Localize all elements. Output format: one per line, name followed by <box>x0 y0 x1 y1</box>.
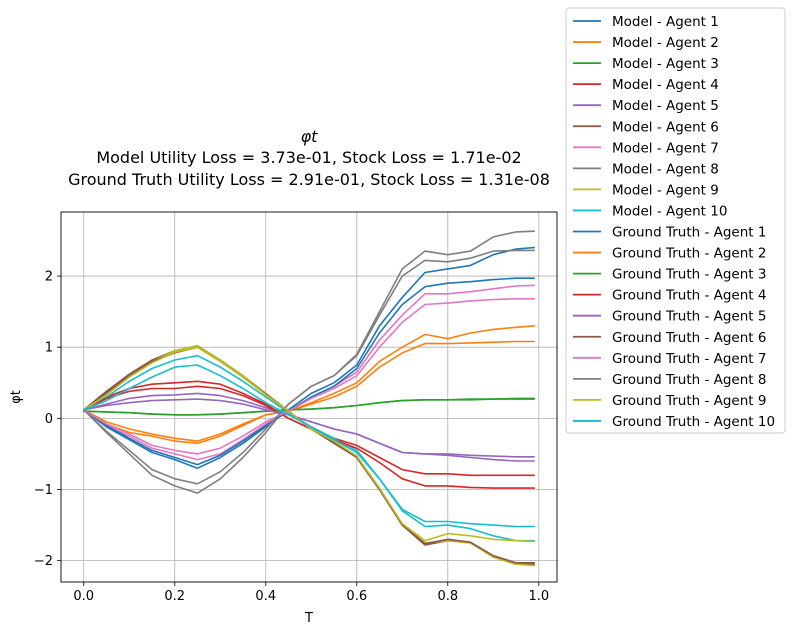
series-lines <box>83 230 536 567</box>
series-line-13 <box>83 398 536 416</box>
series-line-19 <box>83 346 536 543</box>
y-tick-label: 1 <box>45 341 53 356</box>
legend-entry: Model - Agent 7 <box>612 140 719 156</box>
legend: Model - Agent 1 Model - Agent 2 Model - Ag… <box>565 7 786 434</box>
x-axis-label: T <box>304 611 313 626</box>
x-tick-label: 0.0 <box>73 589 94 604</box>
legend-entry: Ground Truth - Agent 3 <box>612 267 766 283</box>
series-line-15 <box>83 398 536 462</box>
legend-entry: Model - Agent 9 <box>612 182 719 198</box>
legend-entry: Ground Truth - Agent 8 <box>612 372 766 388</box>
y-axis-label: φt <box>9 390 24 404</box>
legend-entry: Ground Truth - Agent 7 <box>612 351 766 367</box>
x-tick-label: 0.8 <box>437 589 458 604</box>
legend-entry: Model - Agent 10 <box>612 203 727 219</box>
series-line-17 <box>83 297 536 455</box>
grid-lines <box>61 212 557 582</box>
axis-ticks: 0.0 0.2 0.4 0.6 0.8 1.0 −2 −1 0 1 2 <box>34 270 549 604</box>
series-line-14 <box>83 385 536 489</box>
legend-entry: Model - Agent 2 <box>612 35 719 51</box>
legend-entry: Model - Agent 3 <box>612 56 719 72</box>
x-tick-label: 1.0 <box>528 589 549 604</box>
chart-subtitle-line-2: Ground Truth Utility Loss = 2.91e-01, St… <box>68 170 550 189</box>
chart-title-block: φt Model Utility Loss = 3.73e-01, Stock … <box>68 127 550 189</box>
plot-area-frame <box>60 211 558 583</box>
legend-entry: Ground Truth - Agent 4 <box>612 288 766 304</box>
legend-entry: Ground Truth - Agent 9 <box>612 393 766 409</box>
y-tick-label: 2 <box>45 270 53 285</box>
legend-entry: Model - Agent 5 <box>612 98 719 114</box>
series-line-11 <box>83 277 536 466</box>
chart-title: φt <box>301 127 319 146</box>
series-line-2 <box>83 324 536 445</box>
legend-entry: Model - Agent 6 <box>612 119 719 135</box>
legend-entry: Model - Agent 1 <box>612 14 719 30</box>
series-line-12 <box>83 340 536 442</box>
series-line-1 <box>83 246 536 470</box>
series-line-20 <box>83 364 536 528</box>
chart-subtitle-line-1: Model Utility Loss = 3.73e-01, Stock Los… <box>96 148 521 167</box>
legend-entry: Ground Truth - Agent 1 <box>612 225 766 241</box>
x-tick-label: 0.4 <box>255 589 276 604</box>
legend-entry: Ground Truth - Agent 2 <box>612 246 766 262</box>
x-tick-label: 0.6 <box>346 589 367 604</box>
legend-entry: Ground Truth - Agent 10 <box>612 414 775 430</box>
legend-entry: Ground Truth - Agent 6 <box>612 330 766 346</box>
series-line-18 <box>83 249 536 485</box>
y-tick-label: −2 <box>34 554 53 569</box>
legend-entry: Model - Agent 4 <box>612 77 719 93</box>
legend-entry: Model - Agent 8 <box>612 161 719 177</box>
x-tick-label: 0.2 <box>164 589 185 604</box>
y-tick-label: 0 <box>45 412 53 427</box>
legend-frame <box>565 7 786 434</box>
y-tick-label: −1 <box>34 483 53 498</box>
legend-entry: Ground Truth - Agent 5 <box>612 309 766 325</box>
